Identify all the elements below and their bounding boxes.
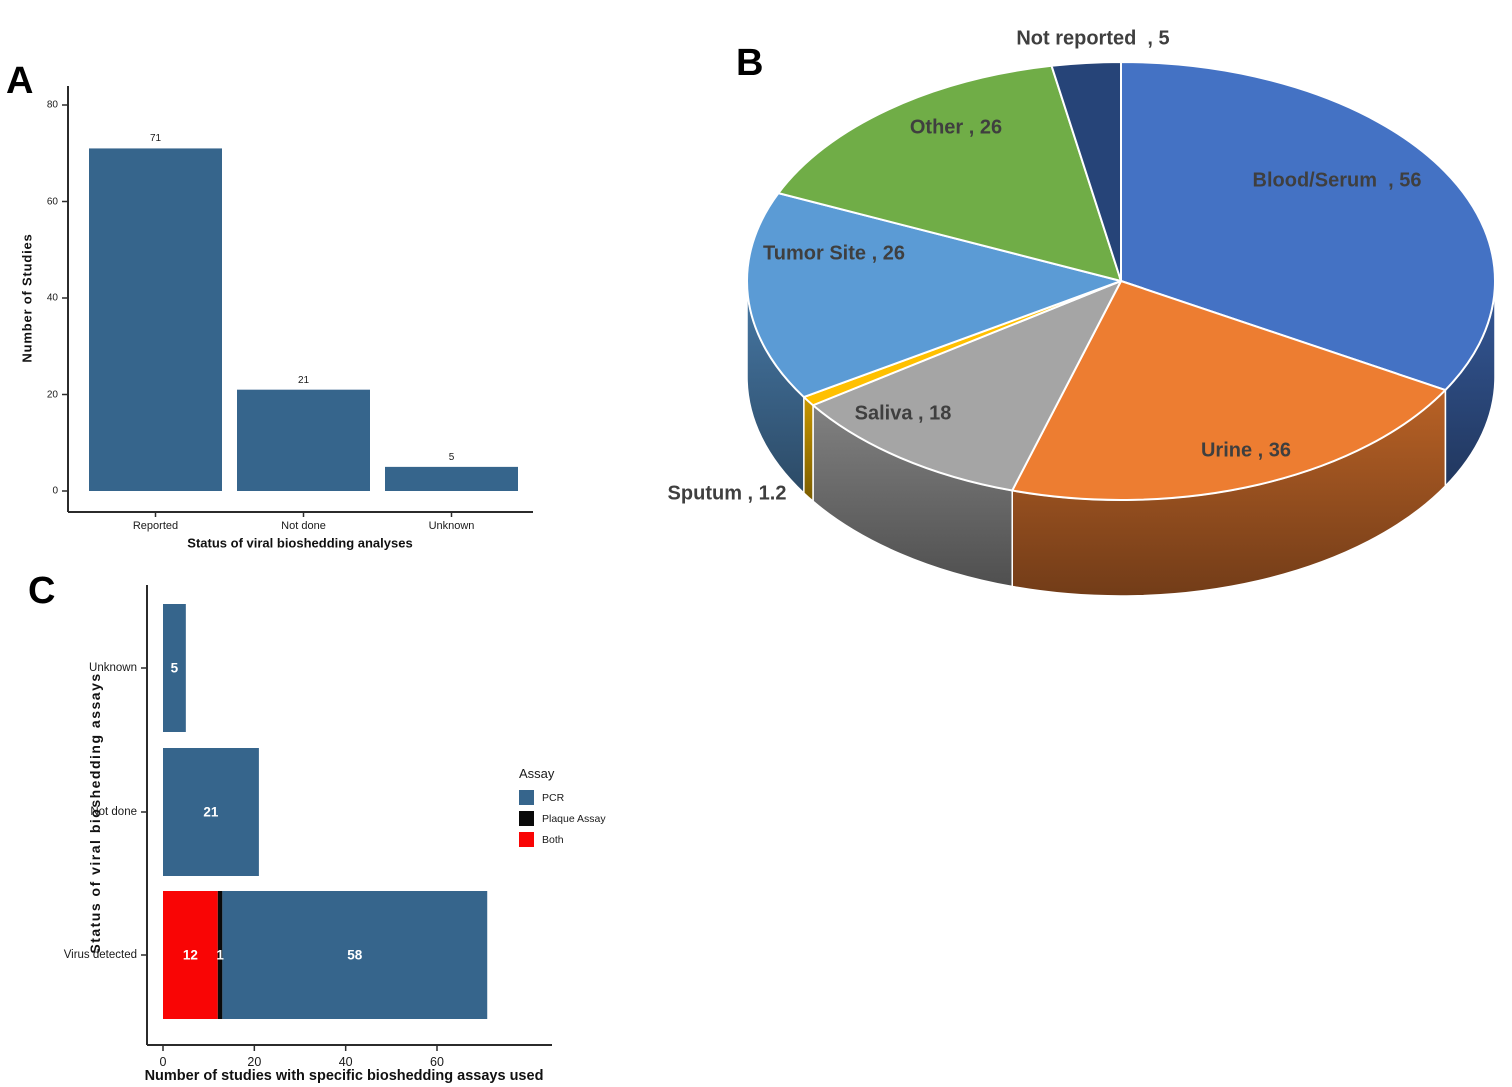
- bar-value-label-not-done: 21: [297, 374, 310, 386]
- bar-reported: [89, 148, 222, 492]
- segment-virus-detected-both: [163, 891, 218, 1019]
- pie-wall-sputum: [803, 395, 814, 503]
- panel-c-category-not-done: Not done: [90, 806, 137, 818]
- segment-virus-detected-plaque-assay: [217, 891, 223, 1019]
- bar-unknown: [385, 466, 518, 491]
- panel-c-x-tick-label: 20: [247, 1055, 262, 1069]
- segment-value-virus-detected-both: 12: [182, 947, 198, 963]
- panel-a-category-unknown: Unknown: [428, 520, 475, 532]
- panel-c-x-axis-title: Number of studies with specific bioshedd…: [144, 1068, 544, 1084]
- pcr-color-swatch: [519, 790, 534, 805]
- pie-label-tumor-site: Tumor Site , 26: [763, 242, 905, 265]
- panel-a-y-tick-label: 60: [46, 196, 58, 207]
- plaque-assay-legend-label: Plaque Assay: [542, 812, 606, 825]
- segment-unknown-pcr: [163, 604, 186, 732]
- pie-label-not-reported: Not reported , 5: [1016, 27, 1170, 50]
- legend-item-both: Both: [519, 832, 606, 847]
- both-color-swatch: [519, 832, 534, 847]
- bar-value-label-unknown: 5: [448, 451, 455, 463]
- panel-c-x-tick-label: 60: [430, 1055, 444, 1069]
- bar-not-done: [237, 389, 370, 491]
- pie-label-saliva: Saliva , 18: [854, 402, 952, 425]
- panel-c-letter: C: [28, 570, 56, 612]
- segment-value-virus-detected-pcr: 58: [347, 947, 363, 963]
- segment-value-unknown-pcr: 5: [170, 660, 179, 676]
- legend-title: Assay: [519, 766, 555, 781]
- panel-a-y-tick-label: 20: [46, 389, 58, 400]
- segment-not-done-pcr: [163, 748, 259, 876]
- pie-slice-urine: [1011, 280, 1447, 502]
- panel-c-x-tick-label: 0: [159, 1055, 167, 1069]
- panel-a-y-axis-title: Number of Studies: [19, 233, 35, 363]
- pie-label-blood-serum: Blood/Serum , 56: [1252, 169, 1422, 192]
- panel-c-category-unknown: Unknown: [89, 662, 137, 674]
- legend-item-pcr: PCR: [519, 790, 606, 805]
- legend-item-plaque-assay: Plaque Assay: [519, 811, 606, 826]
- pie-label-urine: Urine , 36: [1200, 439, 1292, 462]
- panel-b-letter: B: [736, 42, 764, 84]
- pcr-legend-label: PCR: [542, 791, 565, 804]
- pie-slice-saliva: [812, 280, 1122, 492]
- pie-slice-other: [777, 64, 1122, 282]
- pie-label-other: Other , 26: [909, 116, 1003, 139]
- panel-a-x-axis-title: Status of viral bioshedding analyses: [187, 535, 413, 551]
- panel-c-x-tick-label: 40: [338, 1055, 353, 1069]
- segment-value-not-done-pcr: 21: [203, 804, 219, 820]
- panel-a-letter: A: [6, 60, 34, 102]
- panel-c-category-virus-detected: Virus detected: [63, 949, 137, 961]
- both-legend-label: Both: [542, 833, 564, 846]
- panel-a-y-tick-label: 40: [46, 292, 58, 304]
- pie-slice-not-reported: [1050, 61, 1122, 282]
- bar-value-label-reported: 71: [149, 133, 162, 145]
- pie-slice-blood-serum: [1120, 61, 1496, 392]
- panel-a-category-not-done: Not done: [281, 520, 326, 532]
- pie-label-sputum: Sputum , 1.2: [667, 482, 787, 505]
- panel-a-category-reported: Reported: [132, 520, 179, 532]
- plaque-assay-color-swatch: [519, 811, 534, 826]
- assay-legend: Assay PCR Plaque Assay Both: [519, 766, 606, 853]
- segment-virus-detected-pcr: [222, 891, 488, 1019]
- panel-a-y-tick-label: 0: [52, 485, 58, 497]
- segment-value-virus-detected-plaque-assay: 1: [216, 947, 224, 963]
- pie-slice-tumor-site: [746, 192, 1122, 399]
- panel-a-y-tick-label: 80: [46, 99, 58, 111]
